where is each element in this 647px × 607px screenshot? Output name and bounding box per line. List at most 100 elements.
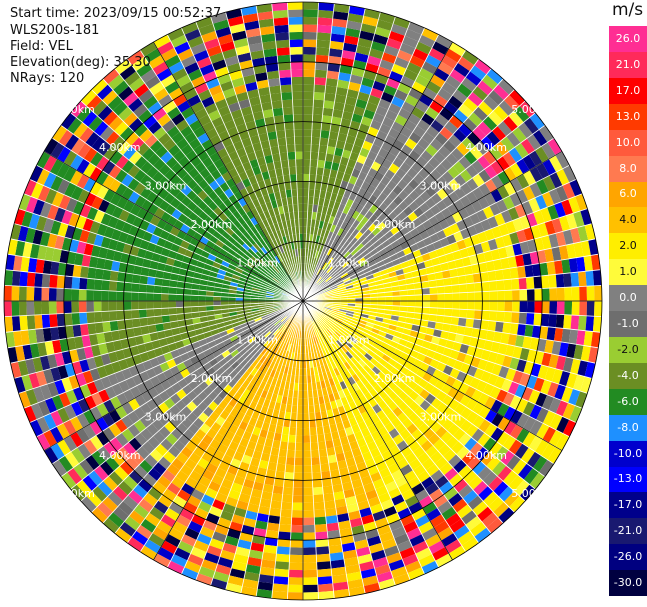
range-gate (535, 392, 548, 408)
range-gate (522, 431, 536, 448)
range-gate (494, 212, 506, 226)
range-gate (275, 288, 283, 293)
range-gate (156, 520, 173, 534)
range-gate (233, 507, 247, 518)
range-gate (274, 568, 289, 578)
range-gate (312, 321, 317, 329)
range-gate (453, 161, 466, 174)
range-gate (320, 314, 328, 320)
range-gate (325, 78, 339, 87)
range-gate (354, 267, 363, 274)
range-gate (142, 115, 158, 129)
range-gate (193, 322, 202, 330)
range-gate (503, 406, 517, 421)
range-gate (435, 553, 453, 568)
range-gate (433, 264, 442, 273)
range-gate (326, 346, 333, 355)
range-gate (549, 430, 563, 447)
range-gate (345, 27, 361, 38)
range-gate (4, 285, 12, 301)
range-gate (279, 403, 287, 412)
range-gate (351, 333, 360, 341)
range-gate (314, 69, 328, 78)
range-gate (61, 112, 77, 130)
range-gate (390, 280, 399, 287)
range-gate (346, 234, 355, 243)
range-gate (153, 301, 162, 309)
range-gate (163, 409, 176, 421)
range-gate (421, 252, 431, 262)
range-gate (323, 288, 331, 293)
range-gate (404, 495, 419, 508)
range-gate (33, 301, 42, 316)
range-gate (449, 222, 461, 235)
range-gate (247, 464, 259, 475)
range-gate (184, 560, 202, 574)
range-gate (526, 312, 535, 326)
range-gate (303, 420, 310, 429)
range-gate (303, 188, 309, 197)
range-gate (111, 206, 124, 219)
range-gate (102, 321, 111, 333)
range-gate (397, 357, 407, 367)
range-gate (241, 370, 251, 380)
range-gate (454, 186, 466, 200)
range-gate (273, 432, 282, 442)
range-gate (496, 311, 505, 323)
range-gate (403, 68, 419, 82)
range-gate (504, 290, 513, 301)
range-gate (381, 449, 393, 461)
range-gate (282, 326, 289, 334)
range-gate (549, 413, 563, 430)
range-gate (222, 503, 236, 515)
range-gate (349, 517, 363, 528)
range-gate (370, 471, 382, 483)
range-gate (555, 273, 565, 288)
range-gate (96, 501, 113, 518)
range-gate (36, 168, 50, 186)
range-gate (258, 18, 275, 28)
range-gate (26, 315, 36, 330)
range-gate (404, 94, 419, 107)
range-gate (558, 245, 569, 261)
range-gate (268, 454, 279, 464)
range-gate (523, 117, 539, 134)
range-gate (384, 333, 394, 341)
range-gate (217, 147, 229, 159)
range-gate (205, 512, 220, 525)
range-gate (338, 287, 347, 292)
range-gate (332, 11, 349, 21)
range-gate (448, 454, 462, 468)
range-gate (309, 427, 318, 436)
range-gate (396, 540, 413, 553)
range-gate (378, 98, 392, 110)
range-gate (353, 430, 364, 441)
range-gate (359, 280, 368, 286)
range-gate (121, 368, 133, 380)
range-gate (220, 154, 232, 166)
range-gate (460, 182, 473, 196)
range-gate (291, 405, 298, 413)
range-gate (338, 338, 346, 346)
range-gate (324, 92, 336, 102)
range-gate (26, 272, 36, 287)
range-gate (312, 273, 317, 281)
range-gate (268, 138, 279, 148)
range-gate (155, 323, 165, 333)
range-gate (198, 301, 206, 307)
range-gate (268, 260, 275, 268)
range-gate (430, 181, 443, 193)
range-gate (361, 140, 373, 151)
range-gate (152, 462, 167, 476)
range-gate (93, 290, 102, 301)
range-gate (57, 364, 69, 380)
ray-line (18, 208, 304, 302)
range-gate (285, 457, 295, 466)
range-gate (539, 326, 549, 340)
range-gate (334, 264, 342, 271)
range-gate (321, 284, 329, 290)
range-gate (364, 382, 374, 392)
range-gate (459, 419, 473, 433)
range-gate (340, 258, 348, 266)
range-gate (241, 270, 250, 277)
